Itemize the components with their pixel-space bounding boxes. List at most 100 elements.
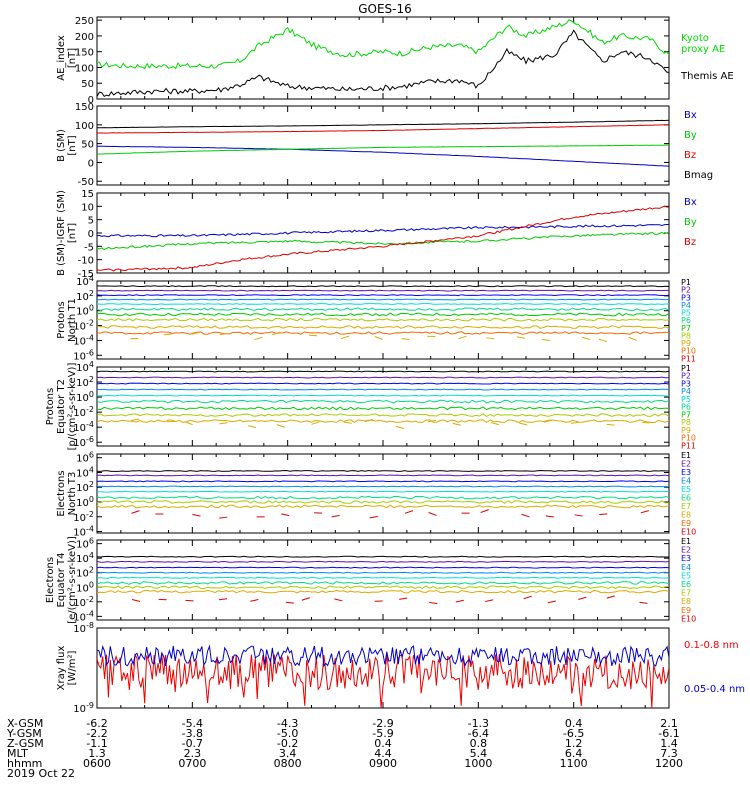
y-tick-label: 10-8 bbox=[73, 621, 94, 635]
channel-label: P5 bbox=[681, 309, 691, 318]
y-tick-label: 106 bbox=[76, 451, 94, 465]
legend-label: Bz bbox=[684, 150, 696, 161]
plot-area bbox=[97, 469, 669, 519]
ephemeris-row-label: Y-GSM bbox=[6, 727, 42, 740]
channel-fragment bbox=[191, 331, 200, 335]
y-tick-label: 10-6 bbox=[73, 348, 94, 362]
y-tick-label: 100 bbox=[75, 63, 94, 74]
y-tick-label: 10-9 bbox=[73, 701, 94, 715]
channel-fragment bbox=[131, 510, 140, 514]
ephemeris-footer: X-GSM -6.2 -5.4 -4.3 -2.9 -1.3 0.4 2.1 Y-GSM -2.2… bbox=[6, 717, 683, 780]
channel-line bbox=[97, 370, 669, 373]
channel-line bbox=[97, 325, 669, 329]
channel-fragment bbox=[458, 335, 467, 340]
channel-fragment bbox=[429, 601, 438, 605]
channel-fragment bbox=[331, 514, 340, 518]
panel-dbsm: B (SM)-IGRF (SM) [nT] 15 10 5 0 -5 -10 -15 Bx By Bz bbox=[56, 189, 697, 280]
ephemeris-value: 0900 bbox=[369, 757, 397, 770]
ephemeris-value: 1.4 bbox=[660, 737, 678, 750]
y-axis-label: Protons bbox=[45, 388, 56, 425]
channel-line bbox=[97, 303, 669, 306]
channel-label: P1 bbox=[681, 278, 691, 287]
y-tick-label: 10-2 bbox=[73, 405, 94, 419]
ephemeris-value: -1.1 bbox=[86, 737, 107, 750]
y-axis-label: B (SM) bbox=[56, 129, 67, 162]
channel-fragment bbox=[606, 423, 615, 426]
series-line-kyoto-proxy-ae bbox=[97, 19, 669, 70]
channel-label: E10 bbox=[681, 614, 696, 623]
ephemeris-value: -6.5 bbox=[563, 727, 584, 740]
channel-line bbox=[97, 560, 669, 563]
channel-label: P4 bbox=[681, 387, 691, 396]
channel-fragment bbox=[521, 513, 530, 518]
channel-label: P7 bbox=[681, 410, 691, 419]
channel-fragment bbox=[254, 336, 263, 341]
channel-label: P3 bbox=[681, 379, 691, 388]
channel-label: P8 bbox=[681, 331, 691, 340]
y-tick-label: 10-6 bbox=[73, 435, 94, 449]
y-tick-label: 10-4 bbox=[73, 609, 94, 623]
channel-fragment bbox=[581, 336, 591, 341]
legend-label: 0.05-0.4 nm bbox=[684, 684, 745, 695]
y-tick-label: 5 bbox=[88, 216, 94, 227]
legend-label: By bbox=[684, 130, 697, 141]
y-tick-label: -50 bbox=[78, 177, 94, 188]
channel-label: P5 bbox=[681, 395, 691, 404]
y-tick-label: 50 bbox=[81, 140, 94, 151]
series-line-bx bbox=[97, 224, 669, 238]
channel-fragment bbox=[598, 338, 608, 343]
channel-fragment bbox=[218, 598, 228, 601]
panel-ee: Electrons Equator T4 [e/(cm²-s-sr-keV)]106… bbox=[45, 536, 696, 624]
channel-line bbox=[97, 571, 669, 574]
y-axis-label: North T1 bbox=[67, 298, 78, 342]
series-line-by bbox=[97, 144, 669, 155]
series-line-by bbox=[97, 231, 669, 251]
ephemeris-value: -6.2 bbox=[86, 717, 107, 730]
channel-line bbox=[97, 376, 669, 379]
y-tick-label: 100 bbox=[76, 495, 94, 509]
ephemeris-value: 3.4 bbox=[279, 747, 297, 760]
y-tick-label: 100 bbox=[76, 580, 94, 594]
channel-fragment bbox=[401, 338, 410, 340]
ephemeris-value: 0600 bbox=[83, 757, 111, 770]
y-tick-label: 100 bbox=[76, 390, 94, 404]
ephemeris-value: 1000 bbox=[464, 757, 492, 770]
panel-frame bbox=[96, 453, 670, 534]
y-tick-label: -10 bbox=[78, 256, 94, 267]
y-axis-label: North T3 bbox=[67, 472, 78, 516]
channel-fragment bbox=[427, 419, 437, 423]
channel-label: E1 bbox=[681, 537, 691, 546]
y-tick-label: 10-4 bbox=[73, 333, 94, 347]
channel-label: E2 bbox=[681, 460, 691, 469]
channel-fragment bbox=[519, 422, 528, 426]
channel-fragment bbox=[640, 510, 649, 514]
channel-label: E8 bbox=[681, 597, 691, 606]
channel-line bbox=[97, 382, 669, 385]
channel-label: E3 bbox=[681, 554, 691, 563]
channel-label: P3 bbox=[681, 293, 691, 302]
channel-fragment bbox=[606, 595, 615, 599]
y-axis-label: Equator T2 bbox=[56, 379, 67, 434]
channel-line bbox=[97, 413, 669, 417]
channel-label: E5 bbox=[681, 571, 691, 580]
ephemeris-value: 2.3 bbox=[184, 747, 202, 760]
ephemeris-value: 0.8 bbox=[470, 737, 488, 750]
y-tick-label: 10-2 bbox=[73, 510, 94, 524]
channel-label: P10 bbox=[681, 347, 696, 356]
channel-fragment bbox=[485, 599, 494, 603]
channel-fragment bbox=[250, 599, 259, 602]
channel-label: E4 bbox=[681, 563, 691, 572]
channel-fragment bbox=[543, 419, 552, 423]
channel-line bbox=[97, 388, 669, 391]
channel-line bbox=[97, 312, 669, 317]
y-tick-label: 10-4 bbox=[73, 420, 94, 434]
channel-fragment bbox=[369, 516, 378, 519]
y-tick-label: 150 bbox=[75, 102, 94, 113]
panel-pe: Protons Equator T2 [p/(cm²-s-sr-keV)]10410… bbox=[45, 360, 696, 450]
ephemeris-value: -5.0 bbox=[277, 727, 298, 740]
plot-area bbox=[97, 205, 669, 272]
channel-line bbox=[97, 331, 669, 335]
y-tick-label: 102 bbox=[76, 480, 94, 494]
